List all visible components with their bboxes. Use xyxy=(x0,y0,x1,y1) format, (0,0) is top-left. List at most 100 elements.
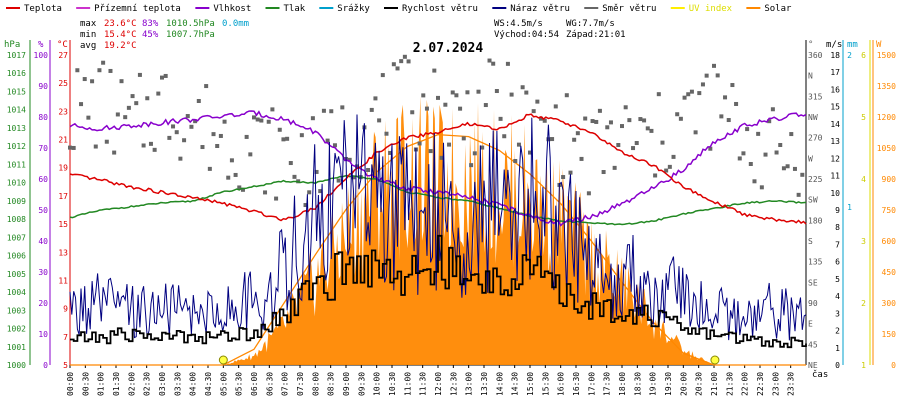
undefined-tick-9: 150 xyxy=(882,330,897,339)
wind-dir-point xyxy=(491,61,496,66)
hpa-tick-10: 1007 xyxy=(7,233,26,242)
wind-dir-point xyxy=(645,126,650,131)
ms-tick-1: 17 xyxy=(830,68,840,77)
wind-dir-point xyxy=(572,137,577,142)
wind-dir-point xyxy=(101,60,106,65)
wind-dir-point xyxy=(800,172,805,177)
legend-label-8: UV index xyxy=(689,4,733,14)
wind-dir-point xyxy=(542,118,547,123)
wind-dir-point xyxy=(329,109,334,114)
wind-dir-point xyxy=(395,66,400,71)
wind-dir-point xyxy=(528,150,532,155)
x-tick-34: 17:00 xyxy=(587,372,596,396)
hpa-tick-5: 1012 xyxy=(7,142,26,151)
pct-tick-8: 20 xyxy=(38,299,48,308)
x-tick-14: 07:00 xyxy=(281,372,290,396)
wind-dir-point xyxy=(237,185,242,190)
stat-max-temp: 23.6°C xyxy=(104,19,137,29)
dir-tick-14: 45 xyxy=(808,340,818,349)
x-tick-41: 20:30 xyxy=(695,372,704,396)
wind-dir-point xyxy=(524,90,529,95)
wind-dir-point xyxy=(520,85,525,90)
pct-tick-5: 50 xyxy=(38,206,48,215)
wind-dir-point xyxy=(730,83,735,88)
x-tick-40: 20:00 xyxy=(679,372,688,396)
x-tick-45: 22:30 xyxy=(756,372,765,396)
pct-tick-3: 70 xyxy=(38,144,48,153)
wind-dir-point xyxy=(778,143,783,148)
wind-dir-point xyxy=(108,68,113,73)
wind-dir-point xyxy=(340,105,345,110)
wind-dir-point xyxy=(211,132,216,137)
hpa-tick-4: 1013 xyxy=(7,124,26,133)
wind-dir-point xyxy=(185,114,190,119)
wind-dir-point xyxy=(156,91,161,96)
wind-dir-point xyxy=(586,191,591,196)
wind-dir-point xyxy=(218,133,223,138)
ms-tick-8: 10 xyxy=(830,189,840,198)
wind-dir-point xyxy=(502,134,507,139)
wind-dir-point xyxy=(597,108,602,113)
x-tick-39: 19:30 xyxy=(664,372,673,396)
undefined-tick-4: 2 xyxy=(861,299,866,308)
wind-dir-point xyxy=(781,166,786,171)
wind-dir-point xyxy=(535,99,540,104)
stat-min-label: min xyxy=(80,30,96,40)
dir-tick-15: NE xyxy=(808,361,818,370)
wind-dir-point xyxy=(436,95,440,100)
wind-dir-point xyxy=(299,133,304,138)
hpa-tick-8: 1009 xyxy=(7,197,26,206)
unit-hpa: hPa xyxy=(4,40,20,50)
degc-tick-7: 13 xyxy=(58,248,68,257)
hpa-tick-11: 1006 xyxy=(7,252,26,261)
wind-dir-point xyxy=(450,90,455,95)
wind-dir-point xyxy=(355,164,360,169)
ms-tick-0: 18 xyxy=(830,51,840,60)
ms-tick-17: 1 xyxy=(835,344,840,353)
wind-dir-point xyxy=(373,96,378,101)
wind-dir-point xyxy=(148,141,153,146)
dir-tick-12: 90 xyxy=(808,299,818,308)
wind-dir-point xyxy=(443,102,448,107)
degc-tick-8: 11 xyxy=(58,276,68,285)
wind-dir-point xyxy=(594,119,599,124)
ms-tick-16: 2 xyxy=(835,327,840,336)
wind-dir-point xyxy=(196,98,201,103)
wind-dir-point xyxy=(351,175,356,180)
degc-tick-0: 27 xyxy=(58,51,68,60)
undefined-tick-3: 3 xyxy=(861,237,866,246)
ms-tick-12: 6 xyxy=(835,258,840,267)
wind-dir-point xyxy=(737,156,742,161)
pct-tick-7: 30 xyxy=(38,268,48,277)
x-tick-27: 13:30 xyxy=(480,372,489,396)
wind-dir-point xyxy=(377,118,382,123)
wind-dir-point xyxy=(432,68,437,73)
wind-dir-point xyxy=(130,94,135,99)
ms-tick-10: 8 xyxy=(835,223,840,232)
wind-dir-point xyxy=(686,92,691,97)
wind-dir-point xyxy=(620,124,624,129)
x-tick-15: 07:30 xyxy=(296,372,305,396)
wind-dir-point xyxy=(627,118,632,123)
undefined-tick-4: 900 xyxy=(882,175,897,184)
wind-dir-point xyxy=(723,95,728,100)
wind-dir-point xyxy=(678,116,683,121)
wind-dir-point xyxy=(145,96,150,101)
mm-tick-1: 1 xyxy=(847,203,852,212)
unit-pct: % xyxy=(38,40,44,50)
x-tick-28: 14:00 xyxy=(495,372,504,396)
pct-tick-6: 40 xyxy=(38,237,48,246)
wind-dir-point xyxy=(285,136,290,141)
legend-label-3: Tlak xyxy=(284,4,306,14)
wind-dir-point xyxy=(770,107,775,112)
wind-dir-point xyxy=(200,145,205,150)
x-tick-7: 03:30 xyxy=(173,372,182,396)
sunrise-time: Východ:04:54 xyxy=(494,30,559,40)
wind-dir-point xyxy=(789,132,794,137)
wind-dir-point xyxy=(689,89,694,94)
dir-tick-6: 225 xyxy=(808,175,823,184)
wind-dir-point xyxy=(288,161,293,166)
wind-dir-point xyxy=(336,178,341,183)
wind-dir-point xyxy=(310,116,315,121)
x-tick-4: 02:00 xyxy=(127,372,136,396)
